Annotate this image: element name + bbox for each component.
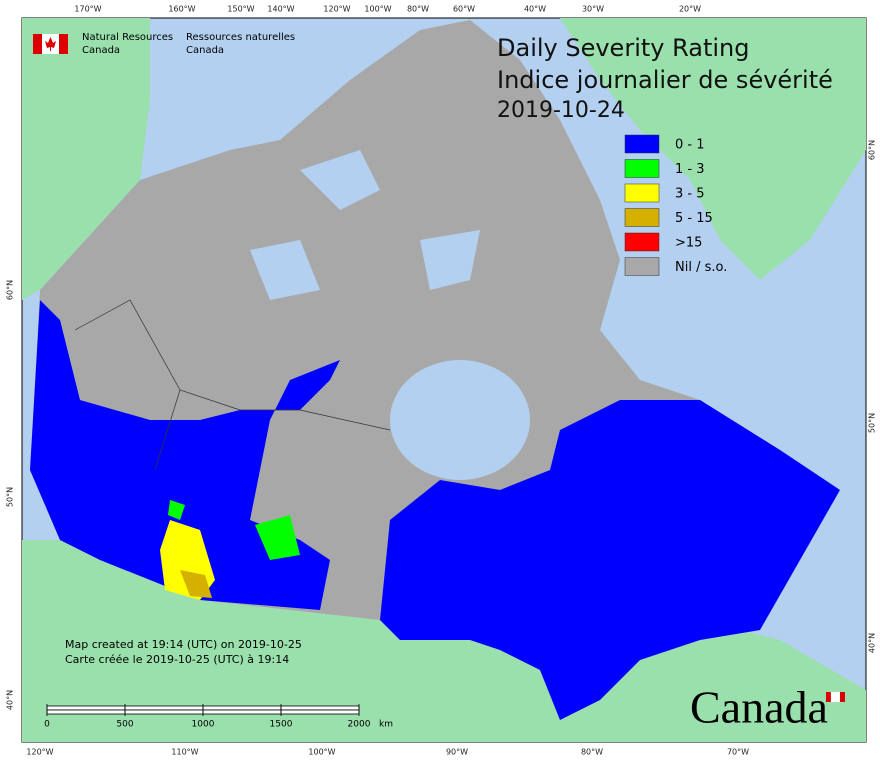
graticule-label: 60°N bbox=[6, 280, 15, 300]
graticule-label: 100°W bbox=[308, 748, 335, 757]
agency-fr: Ressources naturelles bbox=[186, 32, 295, 43]
graticule-label: 150°W bbox=[227, 5, 254, 14]
agency-fr: Canada bbox=[186, 45, 224, 56]
graticule-label: 40°W bbox=[524, 5, 546, 14]
united-states bbox=[22, 540, 866, 742]
legend-label: >15 bbox=[675, 236, 702, 251]
graticule-label: 90°W bbox=[446, 748, 468, 757]
legend-swatch bbox=[624, 208, 660, 227]
scale-unit: km bbox=[379, 720, 393, 730]
graticule-label: 60°W bbox=[453, 5, 475, 14]
scale-segment bbox=[124, 705, 204, 711]
graticule-label: 100°W bbox=[364, 5, 391, 14]
agency-en: Canada bbox=[82, 45, 120, 56]
scale-segment bbox=[280, 709, 360, 715]
map-date: 2019-10-24 bbox=[497, 98, 625, 123]
graticule-label: 110°W bbox=[171, 748, 198, 757]
legend-label: 1 - 3 bbox=[675, 162, 705, 177]
scale-segment bbox=[46, 705, 126, 711]
legend-swatch bbox=[624, 232, 660, 252]
legend-swatch bbox=[624, 257, 660, 276]
graticule-label: 70°W bbox=[727, 748, 749, 757]
graticule-label: 80°W bbox=[407, 5, 429, 14]
legend-label: 3 - 5 bbox=[675, 187, 705, 202]
scale-segment bbox=[124, 709, 204, 715]
legend: 0 - 1 1 - 3 3 - 5 5 - 15 >15 Nil / s.o. bbox=[624, 134, 727, 276]
map-title: Indice journalier de sévérité bbox=[497, 66, 833, 94]
graticule-label: 30°W bbox=[582, 5, 604, 14]
legend-label: 5 - 15 bbox=[675, 211, 713, 226]
graticule-label: 40°N bbox=[6, 690, 15, 710]
canada-wordmark: Canada bbox=[690, 682, 845, 733]
credit: Map created at 19:14 (UTC) on 2019-10-25 bbox=[65, 638, 302, 651]
greenland bbox=[560, 18, 866, 280]
graticule-label: 120°W bbox=[26, 748, 53, 757]
wordmark: Canada bbox=[690, 682, 828, 733]
dsr-gold bbox=[180, 570, 212, 598]
graticule-labels: 170°W 160°W 150°W 140°W 120°W 100°W 80°W 60°W 40… bbox=[6, 5, 877, 757]
map-title: Daily Severity Rating bbox=[497, 34, 749, 62]
agency-en: Natural Resources bbox=[82, 32, 173, 43]
nrcan-signature: Natural Resources Canada Ressources natu… bbox=[33, 32, 295, 56]
graticule-label: 120°W bbox=[323, 5, 350, 14]
legend-label: 0 - 1 bbox=[675, 138, 705, 153]
scale-segment bbox=[202, 709, 282, 715]
scale-label: 500 bbox=[116, 720, 133, 730]
scale-segment bbox=[280, 705, 360, 711]
scale-label: 1000 bbox=[192, 720, 215, 730]
legend-swatch bbox=[624, 183, 660, 203]
graticule-label: 60°N bbox=[868, 140, 877, 160]
graticule-label: 50°N bbox=[868, 413, 877, 433]
alaska bbox=[22, 18, 150, 300]
maple-leaf bbox=[45, 37, 56, 51]
flag-left bbox=[33, 34, 42, 54]
legend-swatch bbox=[624, 134, 660, 154]
graticule-label: 50°N bbox=[6, 487, 15, 507]
scale-bar: 0 500 1000 1500 2000 km bbox=[44, 704, 393, 730]
legend-label: Nil / s.o. bbox=[675, 260, 727, 275]
scale-segment bbox=[46, 709, 126, 715]
scale-label: 1500 bbox=[270, 720, 293, 730]
wordmark-flag bbox=[826, 692, 831, 702]
map-frame bbox=[21, 17, 867, 743]
legend-swatch bbox=[624, 159, 660, 178]
graticule-label: 20°W bbox=[679, 5, 701, 14]
wordmark-flag bbox=[840, 692, 845, 702]
boundaries bbox=[74, 299, 391, 471]
flag-right bbox=[59, 34, 68, 54]
credit: Carte créée le 2019-10-25 (UTC) à 19:14 bbox=[65, 653, 289, 666]
scale-label: 0 bbox=[44, 720, 50, 730]
wordmark-flag bbox=[830, 691, 841, 703]
graticule-label: 40°N bbox=[868, 633, 877, 653]
graticule-label: 160°W bbox=[168, 5, 195, 14]
dsr-east bbox=[380, 400, 840, 720]
graticule-label: 170°W bbox=[74, 5, 101, 14]
scale-label: 2000 bbox=[348, 720, 371, 730]
dsr-green bbox=[168, 500, 300, 560]
graticule-label: 140°W bbox=[267, 5, 294, 14]
hudson-bay bbox=[390, 360, 530, 480]
scale-segment bbox=[202, 705, 282, 711]
arctic-channels bbox=[250, 150, 480, 300]
graticule-label: 80°W bbox=[581, 748, 603, 757]
